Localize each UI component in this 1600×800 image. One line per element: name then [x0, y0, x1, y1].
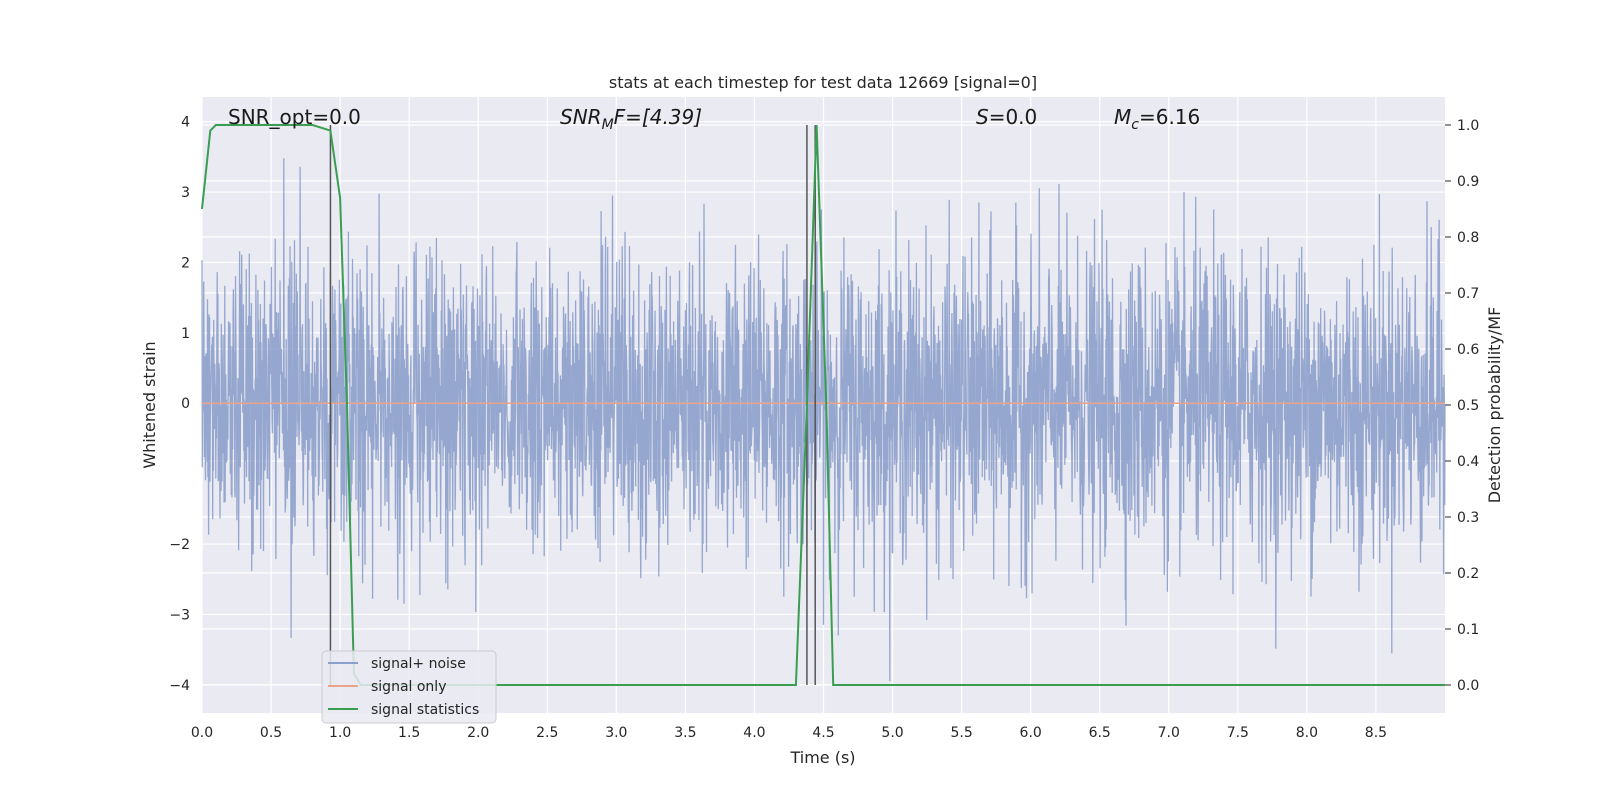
y-tick-right-3: 0.7 [1457, 286, 1479, 302]
x-tick-7: 3.5 [674, 725, 696, 741]
y-tick-right-7: 0.3 [1457, 510, 1479, 526]
legend-box [321, 650, 497, 724]
chart-title: stats at each timestep for test data 126… [609, 73, 1037, 92]
x-tick-12: 6.0 [1020, 725, 1042, 741]
x-tick-15: 7.5 [1227, 725, 1249, 741]
x-axis-label: Time (s) [789, 748, 855, 767]
x-tick-5: 2.5 [536, 725, 558, 741]
y-ticks-right: 1.0 0.9 0.8 0.7 0.6 0.5 0.4 0.3 0.2 0.1 0.0 [1445, 118, 1479, 694]
y-tick-right-2: 0.8 [1457, 230, 1479, 246]
y-ticks-left: 4 3 2 1 0 −2 −3 −4 [169, 115, 190, 694]
y-tick-right-8: 0.2 [1457, 566, 1479, 582]
annotation-snr-mf: SNRMF=[4.39] [560, 105, 702, 133]
x-tick-11: 5.5 [950, 725, 972, 741]
series-signal-noise [201, 158, 1446, 682]
x-tick-17: 8.5 [1365, 725, 1387, 741]
annotation-snr-opt: SNR_opt=0.0 [228, 105, 361, 129]
y-axis-label: Whitened strain [140, 341, 159, 468]
x-tick-6: 3.0 [605, 725, 627, 741]
y-tick-right-9: 0.1 [1457, 622, 1479, 638]
x-tick-4: 2.0 [467, 725, 489, 741]
legend-label-signal-only: signal only [371, 679, 446, 695]
y-tick-6: −3 [169, 607, 190, 623]
y-tick-5: −2 [169, 537, 190, 553]
legend-label-signal-statistics: signal statistics [371, 702, 479, 718]
annotation-mc: Mc=6.16 [1114, 105, 1200, 133]
y-tick-right-5: 0.5 [1457, 398, 1479, 414]
y-tick-2: 2 [181, 255, 190, 271]
x-tick-1: 0.5 [260, 725, 282, 741]
series-signal-statistics [201, 124, 1445, 686]
x-tick-8: 4.0 [743, 725, 765, 741]
legend: signal+ noise signal only signal statist… [321, 650, 497, 724]
legend-label-signal-noise: signal+ noise [371, 656, 466, 672]
signal-noise-line [201, 158, 1446, 682]
y-tick-right-0: 1.0 [1457, 118, 1479, 134]
x-tick-13: 6.5 [1089, 725, 1111, 741]
x-tick-0: 0.0 [191, 725, 213, 741]
y-tick-right-4: 0.6 [1457, 342, 1479, 358]
signal-statistics-line [201, 124, 1445, 686]
y-tick-right-6: 0.4 [1457, 454, 1479, 470]
y-tick-0: 4 [181, 115, 190, 131]
x-ticks: 0.0 0.5 1.0 1.5 2.0 2.5 3.0 3.5 4.0 4.5 5.0 5.5 6.0 6… [191, 725, 1387, 741]
y-tick-right-10: 0.0 [1457, 678, 1479, 694]
annotation-s: S=0.0 [976, 105, 1037, 129]
y-tick-7: −4 [169, 678, 190, 694]
x-tick-14: 7.0 [1158, 725, 1180, 741]
y-tick-right-1: 0.9 [1457, 174, 1479, 190]
y-tick-4: 0 [181, 396, 190, 412]
y-tick-3: 1 [181, 326, 190, 342]
x-tick-10: 5.0 [881, 725, 903, 741]
x-tick-2: 1.0 [329, 725, 351, 741]
x-tick-16: 8.0 [1296, 725, 1318, 741]
y-axis-label-right: Detection probability/MF [1485, 307, 1504, 504]
x-tick-3: 1.5 [398, 725, 420, 741]
x-tick-9: 4.5 [812, 725, 834, 741]
y-tick-1: 3 [181, 185, 190, 201]
